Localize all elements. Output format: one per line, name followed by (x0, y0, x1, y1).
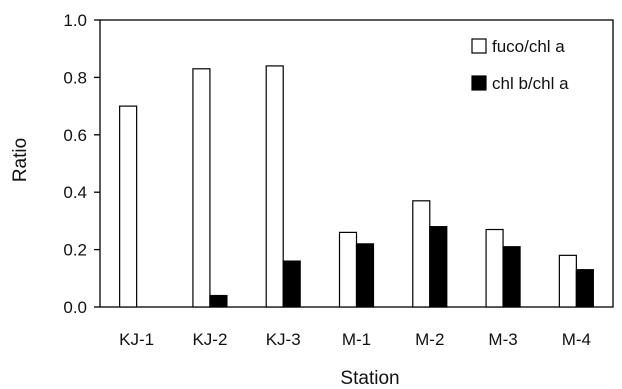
x-tick-label: M-4 (562, 330, 591, 349)
bar-chl-b-chl-a-m-2 (429, 226, 448, 308)
legend: fuco/chl a chl b/chl a (471, 37, 569, 93)
bar-fuco-chl-a-kj-3 (265, 65, 284, 308)
y-tick-label: 0.4 (63, 183, 87, 202)
y-tick-label: 0.0 (63, 298, 87, 317)
x-axis-tick-labels: KJ-1 KJ-2 KJ-3 M-1 M-2 M-3 M-4 (119, 330, 591, 349)
bar-chl-b-chl-a-m-3 (502, 246, 521, 308)
x-tick-label: KJ-1 (119, 330, 154, 349)
bar-chl-b-chl-a-kj-2 (209, 294, 228, 308)
y-axis-title: Ratio (10, 138, 31, 182)
x-tick-label: KJ-2 (192, 330, 227, 349)
x-axis-title: Station (340, 368, 399, 389)
y-tick-label: 0.2 (63, 241, 87, 260)
y-tick-label: 1.0 (63, 11, 87, 30)
bar-chl-b-chl-a-kj-3 (282, 260, 301, 308)
y-tick-label: 0.6 (63, 126, 87, 145)
legend-label: fuco/chl a (492, 37, 565, 56)
bar-fuco-chl-a-kj-1 (119, 105, 138, 308)
bar-fuco-chl-a-kj-2 (192, 68, 211, 308)
x-tick-label: M-2 (415, 330, 444, 349)
x-tick-label: KJ-3 (266, 330, 301, 349)
bar-fuco-chl-a-m-3 (485, 228, 504, 308)
legend-swatch (471, 75, 487, 91)
bar-fuco-chl-a-m-2 (412, 200, 431, 308)
x-tick-label: M-3 (488, 330, 517, 349)
y-axis-ticks: 0.0 0.2 0.4 0.6 0.8 1.0 (63, 11, 100, 317)
bar-fuco-chl-a-m-1 (338, 231, 358, 308)
legend-swatch (471, 38, 487, 54)
legend-label: chl b/chl a (492, 74, 569, 93)
bar-fuco-chl-a-m-4 (558, 254, 577, 308)
x-tick-label: M-1 (342, 330, 371, 349)
y-tick-label: 0.8 (63, 68, 87, 87)
bar-chl-b-chl-a-m-4 (575, 269, 594, 308)
bars (119, 65, 594, 308)
bar-chl-b-chl-a-m-1 (355, 243, 375, 308)
